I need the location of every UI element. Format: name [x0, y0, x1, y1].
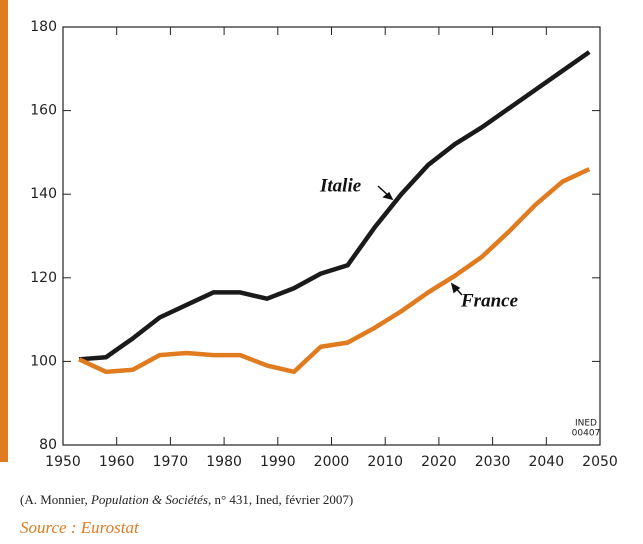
y-tick-label: 140 [30, 186, 57, 202]
citation-text: Population & Sociétés [90, 492, 208, 507]
annotation-arrow [377, 185, 394, 201]
x-tick-label: 1950 [45, 454, 81, 470]
watermark: 00407 [572, 429, 601, 439]
y-tick-label: 160 [30, 103, 57, 119]
y-tick-label: 180 [30, 19, 57, 35]
source: Source : Eurostat [20, 518, 140, 537]
y-tick-label: 100 [30, 353, 57, 369]
citation-text: , n° 431, Ined, février 2007) [208, 492, 353, 507]
x-tick-label: 2000 [314, 454, 350, 470]
x-tick-label: 2040 [528, 454, 564, 470]
side-bar [0, 0, 8, 462]
x-tick-label: 1970 [153, 454, 189, 470]
y-tick-label: 120 [30, 270, 57, 286]
y-tick-label: 80 [39, 437, 57, 453]
x-tick-label: 2050 [582, 454, 618, 470]
x-tick-label: 1960 [99, 454, 135, 470]
x-tick-label: 2010 [367, 454, 403, 470]
annotation: France [460, 290, 519, 311]
series-line [78, 167, 591, 375]
x-tick-label: 2030 [475, 454, 511, 470]
plot-frame [62, 26, 601, 446]
citation-text: (A. Monnier, [20, 492, 91, 507]
x-tick-label: 1980 [206, 454, 242, 470]
annotation: Italie [319, 175, 362, 196]
annotation-arrow [450, 282, 463, 296]
watermark: INED [575, 419, 597, 429]
series-line [78, 50, 591, 362]
x-tick-label: 2020 [421, 454, 457, 470]
x-tick-label: 1990 [260, 454, 296, 470]
citation: (A. Monnier, Population & Sociétés, n° 4… [20, 492, 353, 507]
